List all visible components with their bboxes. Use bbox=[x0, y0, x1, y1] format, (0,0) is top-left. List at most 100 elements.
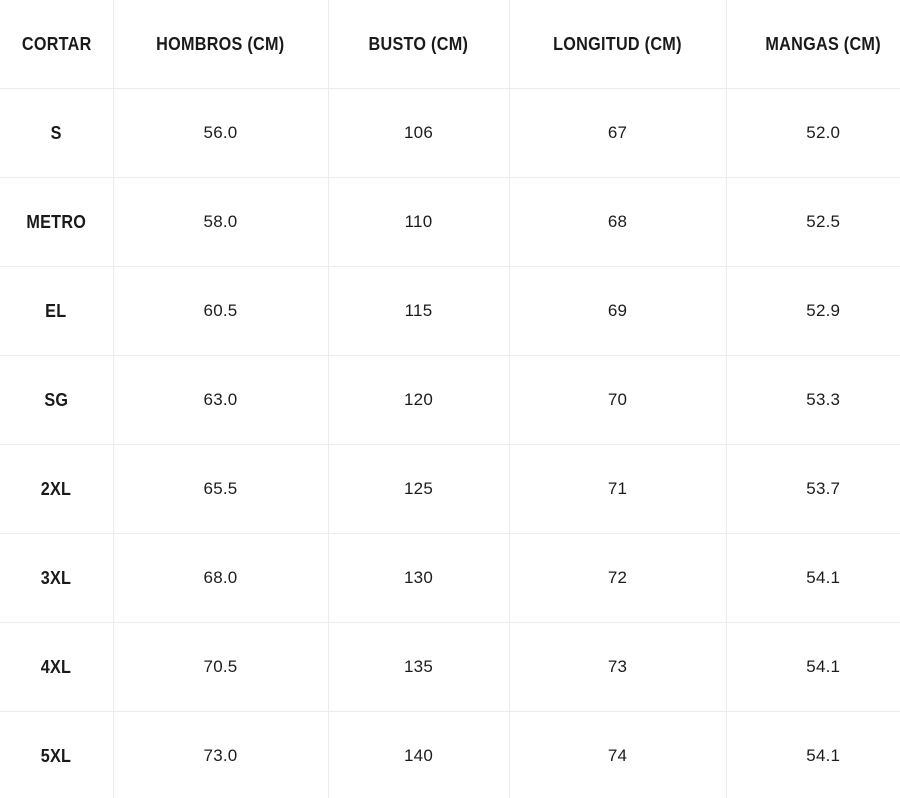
cell-value: 52.0 bbox=[806, 123, 841, 142]
cell-value: 130 bbox=[404, 568, 433, 587]
cell-value: 63.0 bbox=[203, 390, 238, 409]
busto-cell: 135 bbox=[328, 622, 510, 712]
column-header-label: LONGITUD (CM) bbox=[553, 33, 682, 54]
table-row-2xl: 2XL 65.5 125 71 53.7 bbox=[0, 444, 900, 534]
cell-value: 60.5 bbox=[203, 301, 238, 320]
cell-value: 73.0 bbox=[203, 746, 238, 765]
size-label: EL bbox=[45, 300, 67, 321]
longitud-cell: 73 bbox=[509, 622, 727, 712]
longitud-cell: 72 bbox=[509, 533, 727, 623]
size-label-cell: 5XL bbox=[0, 711, 114, 798]
cell-value: 52.9 bbox=[806, 301, 841, 320]
cell-value: 115 bbox=[404, 301, 433, 320]
hombros-cell: 68.0 bbox=[113, 533, 329, 623]
hombros-cell: 73.0 bbox=[113, 711, 329, 798]
busto-cell: 130 bbox=[328, 533, 510, 623]
cell-value: 110 bbox=[404, 212, 433, 231]
longitud-cell: 74 bbox=[509, 711, 727, 798]
size-label-cell: SG bbox=[0, 355, 114, 445]
size-label-cell: METRO bbox=[0, 177, 114, 267]
cell-value: 53.7 bbox=[806, 479, 841, 498]
mangas-cell: 53.3 bbox=[726, 355, 900, 445]
size-label: 3XL bbox=[40, 567, 72, 588]
column-header-mangas: MANGAS (CM) bbox=[726, 0, 900, 89]
cell-value: 70 bbox=[607, 390, 628, 409]
cell-value: 65.5 bbox=[203, 479, 238, 498]
size-label-cell: 4XL bbox=[0, 622, 114, 712]
column-header-cortar: CORTAR bbox=[0, 0, 114, 89]
cell-value: 68 bbox=[607, 212, 628, 231]
size-label-cell: 2XL bbox=[0, 444, 114, 534]
longitud-cell: 70 bbox=[509, 355, 727, 445]
column-header-busto: BUSTO (CM) bbox=[328, 0, 510, 89]
cell-value: 58.0 bbox=[203, 212, 238, 231]
mangas-cell: 54.1 bbox=[726, 711, 900, 798]
mangas-cell: 54.1 bbox=[726, 622, 900, 712]
busto-cell: 140 bbox=[328, 711, 510, 798]
cell-value: 54.1 bbox=[806, 657, 841, 676]
hombros-cell: 58.0 bbox=[113, 177, 329, 267]
longitud-cell: 68 bbox=[509, 177, 727, 267]
cell-value: 70.5 bbox=[203, 657, 238, 676]
cell-value: 73 bbox=[607, 657, 628, 676]
cell-value: 72 bbox=[607, 568, 628, 587]
table-row-s: S 56.0 106 67 52.0 bbox=[0, 88, 900, 178]
column-header-label: BUSTO (CM) bbox=[368, 33, 469, 54]
table-row-el: EL 60.5 115 69 52.9 bbox=[0, 266, 900, 356]
cell-value: 135 bbox=[404, 657, 433, 676]
mangas-cell: 52.0 bbox=[726, 88, 900, 178]
cell-value: 106 bbox=[404, 123, 433, 142]
cell-value: 67 bbox=[607, 123, 628, 142]
table-row-4xl: 4XL 70.5 135 73 54.1 bbox=[0, 622, 900, 712]
cell-value: 54.1 bbox=[806, 568, 841, 587]
column-header-label: MANGAS (CM) bbox=[765, 33, 881, 54]
busto-cell: 120 bbox=[328, 355, 510, 445]
cell-value: 120 bbox=[404, 390, 433, 409]
size-label: METRO bbox=[26, 211, 87, 232]
column-header-hombros: HOMBROS (CM) bbox=[113, 0, 329, 89]
hombros-cell: 63.0 bbox=[113, 355, 329, 445]
cell-value: 52.5 bbox=[806, 212, 841, 231]
cell-value: 125 bbox=[404, 479, 433, 498]
cell-value: 71 bbox=[607, 479, 628, 498]
hombros-cell: 70.5 bbox=[113, 622, 329, 712]
column-header-longitud: LONGITUD (CM) bbox=[509, 0, 727, 89]
table-row-sg: SG 63.0 120 70 53.3 bbox=[0, 355, 900, 445]
busto-cell: 125 bbox=[328, 444, 510, 534]
cell-value: 54.1 bbox=[806, 746, 841, 765]
size-label-cell: S bbox=[0, 88, 114, 178]
table-row-metro: METRO 58.0 110 68 52.5 bbox=[0, 177, 900, 267]
hombros-cell: 65.5 bbox=[113, 444, 329, 534]
busto-cell: 110 bbox=[328, 177, 510, 267]
size-label: SG bbox=[44, 389, 69, 410]
busto-cell: 115 bbox=[328, 266, 510, 356]
mangas-cell: 53.7 bbox=[726, 444, 900, 534]
cell-value: 56.0 bbox=[203, 123, 238, 142]
size-label: 2XL bbox=[40, 478, 72, 499]
mangas-cell: 52.9 bbox=[726, 266, 900, 356]
table-row-3xl: 3XL 68.0 130 72 54.1 bbox=[0, 533, 900, 623]
table-header-row: CORTAR HOMBROS (CM) BUSTO (CM) LONGITUD … bbox=[0, 0, 900, 89]
busto-cell: 106 bbox=[328, 88, 510, 178]
table-row-5xl: 5XL 73.0 140 74 54.1 bbox=[0, 711, 900, 798]
size-label-cell: 3XL bbox=[0, 533, 114, 623]
longitud-cell: 69 bbox=[509, 266, 727, 356]
column-header-label: CORTAR bbox=[21, 33, 92, 54]
cell-value: 74 bbox=[607, 746, 628, 765]
size-label: S bbox=[50, 122, 62, 143]
hombros-cell: 56.0 bbox=[113, 88, 329, 178]
longitud-cell: 71 bbox=[509, 444, 727, 534]
mangas-cell: 52.5 bbox=[726, 177, 900, 267]
cell-value: 68.0 bbox=[203, 568, 238, 587]
column-header-label: HOMBROS (CM) bbox=[156, 33, 285, 54]
size-label-cell: EL bbox=[0, 266, 114, 356]
mangas-cell: 54.1 bbox=[726, 533, 900, 623]
cell-value: 53.3 bbox=[806, 390, 841, 409]
size-label: 5XL bbox=[40, 745, 72, 766]
longitud-cell: 67 bbox=[509, 88, 727, 178]
cell-value: 69 bbox=[607, 301, 628, 320]
size-label: 4XL bbox=[40, 656, 72, 677]
hombros-cell: 60.5 bbox=[113, 266, 329, 356]
